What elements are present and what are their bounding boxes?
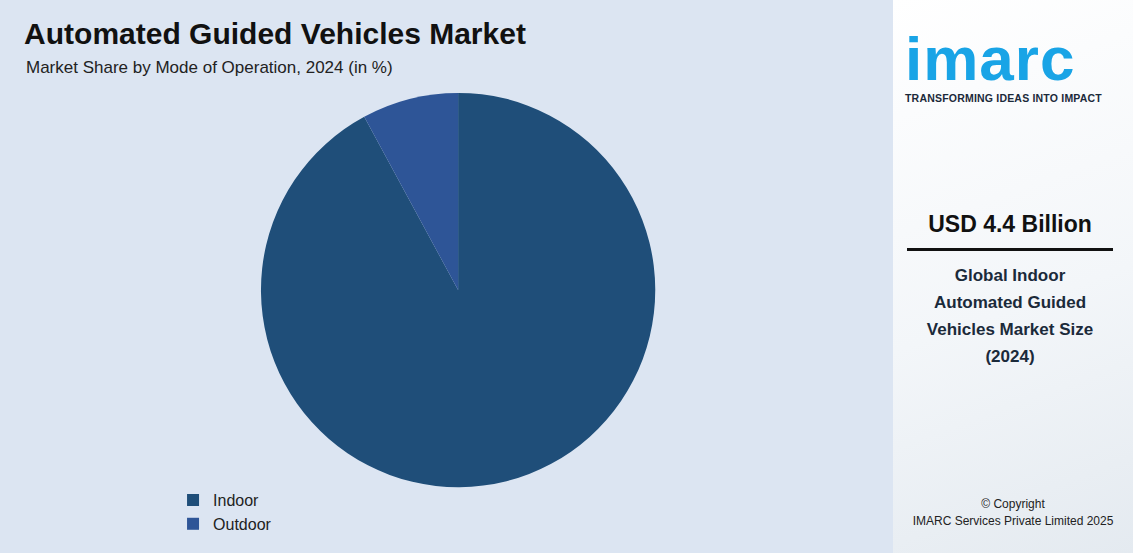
html-text:imarc: imarc xyxy=(905,24,1076,93)
html-text:© Copyright: © Copyright xyxy=(981,497,1045,511)
html-text:Vehicles Market Size: Vehicles Market Size xyxy=(926,320,1094,339)
html-text:TRANSFORMING IDEAS INTO IMPACT: TRANSFORMING IDEAS INTO IMPACT xyxy=(905,92,1102,104)
html-text:(2024): (2024) xyxy=(985,347,1035,366)
html-text:IMARC Services Private Limited: IMARC Services Private Limited 2025 xyxy=(912,514,1114,528)
html-text:USD 4.4 Billion: USD 4.4 Billion xyxy=(928,211,1092,237)
html-text:Global Indoor: Global Indoor xyxy=(954,266,1066,285)
svg-text:Outdoor: Outdoor xyxy=(213,516,271,533)
svg-text:Market Share by Mode of Operat: Market Share by Mode of Operation, 2024 … xyxy=(26,58,393,77)
html-text:Automated Guided: Automated Guided xyxy=(934,293,1086,312)
svg-text:Automated Guided Vehicles Mark: Automated Guided Vehicles Market xyxy=(24,17,526,50)
svg-text:Indoor: Indoor xyxy=(213,492,259,509)
